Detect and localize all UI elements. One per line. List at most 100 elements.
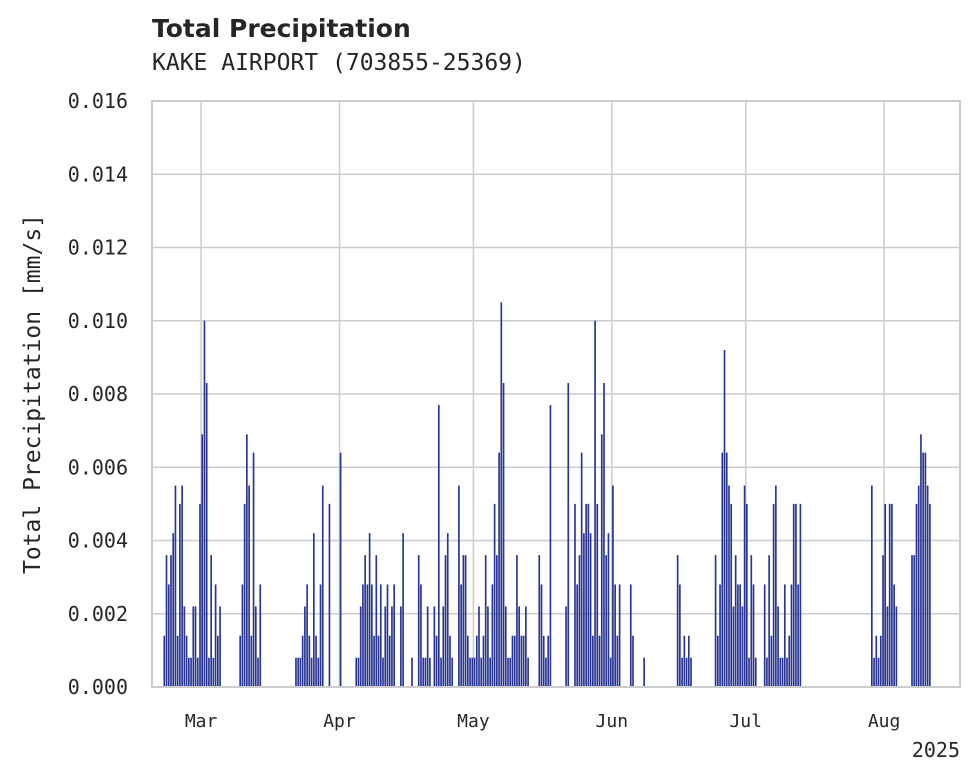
precipitation-bar <box>509 657 512 687</box>
precipitation-bar <box>388 635 391 687</box>
y-tick-label: 0.008 <box>68 382 128 406</box>
precipitation-bar <box>424 657 427 687</box>
precipitation-bar <box>618 584 621 687</box>
precipitation-bar <box>315 635 317 687</box>
precipitation-bar <box>884 503 887 688</box>
precipitation-bar <box>522 635 525 687</box>
precipitation-bar <box>172 533 175 687</box>
precipitation-bar <box>217 635 219 687</box>
precipitation-bar <box>748 657 750 687</box>
precipitation-bar <box>460 584 462 687</box>
precipitation-bar <box>304 606 306 687</box>
precipitation-bar <box>400 606 402 687</box>
precipitation-bar <box>917 485 920 687</box>
precipitation-bar <box>194 606 197 687</box>
precipitation-bar <box>924 452 927 687</box>
precipitation-bar <box>591 635 594 687</box>
x-tick-label: Apr <box>323 711 356 732</box>
precipitation-bar <box>725 452 728 687</box>
precipitation-bar <box>328 503 331 688</box>
precipitation-bar <box>873 657 875 687</box>
precipitation-bar <box>208 657 210 687</box>
precipitation-bar <box>248 485 250 687</box>
precipitation-bar <box>491 584 494 687</box>
precipitation-bar <box>219 606 221 687</box>
precipitation-bar <box>429 657 431 687</box>
precipitation-bar <box>444 555 447 687</box>
precipitation-bar <box>739 584 741 687</box>
precipitation-bar <box>777 606 779 687</box>
precipitation-bar <box>246 434 248 687</box>
precipitation-bar <box>417 555 420 687</box>
precipitation-bar <box>475 635 478 687</box>
precipitation-bar <box>542 635 545 687</box>
precipitation-bar <box>788 635 791 687</box>
precipitation-bar <box>679 584 681 687</box>
precipitation-bar <box>504 606 507 687</box>
precipitation-bar <box>192 606 195 687</box>
precipitation-bar <box>565 606 567 687</box>
precipitation-bar <box>799 503 802 688</box>
precipitation-bar <box>888 503 891 688</box>
precipitation-bar <box>190 657 192 687</box>
precipitation-bar <box>362 584 364 687</box>
precipitation-bar <box>312 533 315 687</box>
precipitation-bar <box>252 452 255 687</box>
precipitation-bar <box>683 635 686 687</box>
y-tick-label: 0.012 <box>68 236 128 260</box>
precipitation-bar <box>411 657 413 687</box>
precipitation-bar <box>500 302 503 687</box>
precipitation-bar <box>926 485 929 687</box>
precipitation-bar <box>435 635 438 687</box>
precipitation-bar <box>754 657 757 687</box>
precipitation-bar <box>212 657 215 687</box>
precipitation-bar <box>377 635 380 687</box>
precipitation-bar <box>527 657 529 687</box>
x-tick-label: Jul <box>729 711 762 732</box>
precipitation-bar <box>339 452 342 687</box>
precipitation-bar <box>310 657 313 687</box>
precipitation-bar <box>482 635 485 687</box>
precipitation-bar <box>920 434 922 687</box>
precipitation-bar <box>210 555 212 687</box>
precipitation-bar <box>469 657 471 687</box>
precipitation-bar <box>449 635 451 687</box>
precipitation-bar <box>779 657 782 687</box>
x-tick-label: Mar <box>185 711 218 732</box>
y-tick-label: 0.014 <box>68 162 128 186</box>
precipitation-bar <box>612 485 614 687</box>
precipitation-bar <box>493 503 496 688</box>
precipitation-bar <box>386 584 389 687</box>
precipitation-bar <box>516 555 518 687</box>
precipitation-bar <box>426 606 429 687</box>
precipitation-bar <box>882 555 884 687</box>
precipitation-bar <box>687 635 690 687</box>
precipitation-bar <box>433 606 436 687</box>
precipitation-bar <box>174 485 177 687</box>
precipitation-bar <box>478 606 480 687</box>
precipitation-bar <box>502 383 505 687</box>
precipitation-bar <box>893 584 895 687</box>
precipitation-bar <box>185 635 188 687</box>
precipitation-bar <box>520 635 523 687</box>
precipitation-bar <box>732 606 735 687</box>
precipitation-bar <box>513 635 516 687</box>
precipitation-bar <box>781 657 784 687</box>
precipitation-bar <box>518 606 520 687</box>
precipitation-bar <box>368 533 371 687</box>
precipitation-bar <box>375 555 378 687</box>
precipitation-bar <box>379 584 382 687</box>
y-tick-label: 0.010 <box>68 309 128 333</box>
y-axis-ticks: 0.000 0.002 0.004 0.006 0.008 0.010 0.012 0.014… <box>68 89 128 699</box>
precipitation-bars <box>163 302 931 688</box>
precipitation-bar <box>879 635 882 687</box>
precipitation-bar <box>498 452 500 687</box>
precipitation-bar <box>775 485 777 687</box>
precipitation-bar <box>583 533 585 687</box>
precipitation-bar <box>891 503 893 688</box>
precipitation-bar <box>321 485 324 687</box>
precipitation-bar <box>797 584 800 687</box>
y-tick-label: 0.004 <box>68 529 128 553</box>
precipitation-bar <box>922 452 924 687</box>
